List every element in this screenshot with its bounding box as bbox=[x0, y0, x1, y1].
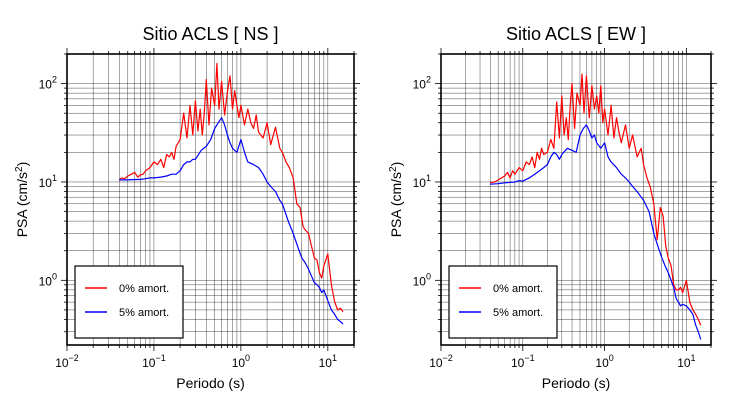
x-tick-label: 101 bbox=[677, 353, 695, 370]
legend: 0% amort. 5% amort. bbox=[74, 265, 184, 339]
legend-label: 0% amort. bbox=[493, 283, 543, 295]
x-tick-label: 100 bbox=[595, 353, 613, 370]
legend-box bbox=[448, 265, 558, 339]
series-line-red bbox=[490, 73, 702, 326]
chart-panel-2: 10−2 10−1 100 101 100 101 102 Sitio ACLS [ EW ]… bbox=[388, 24, 717, 391]
legend-label: 0% amort. bbox=[119, 283, 169, 295]
x-tick-label: 10−2 bbox=[429, 353, 453, 370]
tick-marks bbox=[61, 48, 360, 351]
tick-marks bbox=[435, 48, 717, 351]
chart-title: Sitio ACLS [ EW ] bbox=[506, 24, 646, 44]
x-tick-label: 10−1 bbox=[511, 353, 535, 370]
series-line-blue bbox=[119, 117, 344, 325]
legend-label: 5% amort. bbox=[119, 307, 169, 319]
plot-frame bbox=[440, 53, 712, 346]
y-tick-label: 100 bbox=[39, 271, 57, 288]
legend-label: 5% amort. bbox=[493, 307, 543, 319]
y-tick-label: 102 bbox=[413, 75, 431, 92]
x-tick-label: 10−1 bbox=[142, 353, 166, 370]
series-line-blue bbox=[490, 124, 702, 340]
y-tick-label: 102 bbox=[39, 75, 57, 92]
chart-panel-1: 10−2 10−1 100 101 100 101 102 Sitio ACLS [ NS ]… bbox=[14, 24, 360, 391]
x-axis-label: Periodo (s) bbox=[176, 375, 244, 391]
x-tick-label: 101 bbox=[319, 353, 337, 370]
x-tick-label: 100 bbox=[232, 353, 250, 370]
y-tick-label: 100 bbox=[413, 271, 431, 288]
series-line-red bbox=[119, 62, 344, 313]
x-axis-label: Periodo (s) bbox=[542, 375, 610, 391]
legend-box bbox=[74, 265, 184, 339]
y-tick-label: 101 bbox=[413, 173, 431, 190]
grid bbox=[440, 53, 712, 345]
legend: 0% amort. 5% amort. bbox=[448, 265, 558, 339]
x-tick-label: 10−2 bbox=[55, 353, 79, 370]
plot-frame bbox=[66, 53, 355, 346]
y-tick-label: 101 bbox=[39, 173, 57, 190]
y-axis-label: PSA (cm/s2) bbox=[14, 162, 30, 238]
y-axis-label: PSA (cm/s2) bbox=[388, 162, 404, 238]
chart-title: Sitio ACLS [ NS ] bbox=[142, 24, 278, 44]
